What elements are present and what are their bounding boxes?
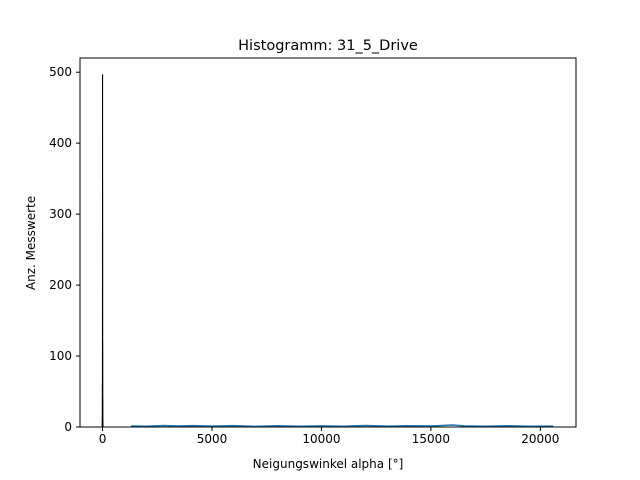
x-tick-label: 15000 [412, 432, 450, 446]
x-tick-label: 0 [99, 432, 107, 446]
chart-marks [101, 74, 554, 428]
tail-series-line [130, 424, 554, 428]
y-tick-label: 200 [49, 278, 72, 292]
chart-title: Histogramm: 31_5_Drive [238, 38, 418, 54]
y-tick-label: 500 [49, 65, 72, 79]
x-axis-label: Neigungswinkel alpha [°] [253, 457, 404, 471]
x-tick-label: 5000 [197, 432, 228, 446]
x-axis-ticks: 0 5000 10000 15000 20000 [99, 427, 559, 446]
x-tick-label: 20000 [521, 432, 559, 446]
y-tick-label: 0 [64, 420, 72, 434]
x-tick-label: 10000 [302, 432, 340, 446]
y-axis-label: Anz. Messwerte [24, 196, 38, 290]
y-tick-label: 100 [49, 349, 72, 363]
axes-frame [79, 57, 577, 428]
y-tick-label: 400 [49, 136, 72, 150]
y-axis-ticks: 0 100 200 300 400 500 [49, 65, 80, 434]
y-tick-label: 300 [49, 207, 72, 221]
